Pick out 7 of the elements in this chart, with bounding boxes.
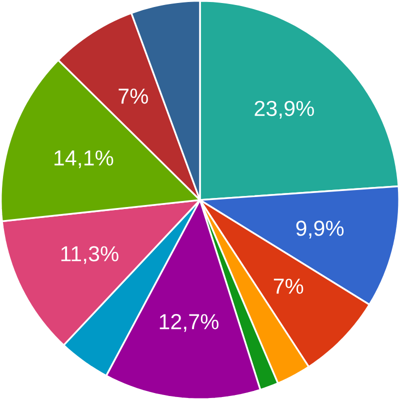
- data-label: 11,3%: [61, 246, 118, 264]
- data-label: 14,1%: [54, 150, 114, 168]
- data-label: 7%: [274, 278, 304, 294]
- data-label: 12,7%: [160, 314, 218, 332]
- data-label: 23,9%: [254, 100, 314, 119]
- data-label: 7%: [118, 88, 148, 104]
- data-label: 9,9%: [296, 220, 344, 238]
